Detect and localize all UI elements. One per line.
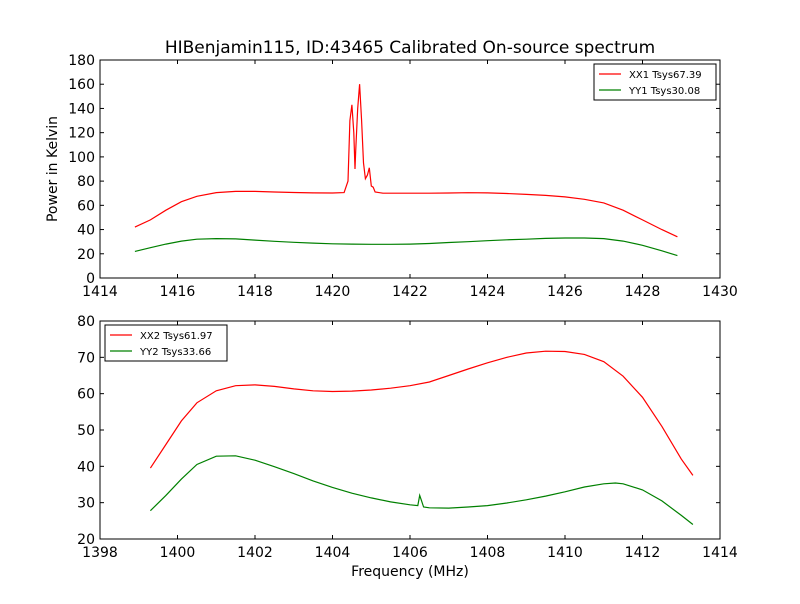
y-tick-label: 30 [77,496,95,512]
y-tick-label: 70 [77,350,95,366]
x-tick-label: 1398 [82,545,118,561]
legend-label: YY1 Tsys30.08 [628,86,700,97]
y-tick-label: 20 [77,247,95,263]
y-tick-label: 0 [86,271,95,287]
legend-label: XX2 Tsys61.97 [140,331,213,342]
legend-label: YY2 Tsys33.66 [139,347,211,358]
series-line-2 [149,455,694,525]
legend-box [104,324,228,362]
x-tick-label: 1428 [625,284,661,300]
y-tick-label: 20 [77,532,95,548]
plot-2: 1398 1400 1402 1404 1406 1408 1410 1412 1414 20 30… [77,314,738,561]
y-tick-label: 180 [68,53,95,69]
legend: XX2 Tsys61.97 YY2 Tsys33.66 [104,324,228,362]
x-tick-label: 1412 [625,545,661,561]
series-line-2 [134,237,678,257]
x-tick-label: 1422 [392,284,428,300]
x-tick-label: 1420 [315,284,351,300]
x-tick-label: 1400 [160,545,196,561]
y-tick-label: 100 [68,150,95,166]
x-tick-label: 1406 [392,545,428,561]
y-axis-label: Power in Kelvin [45,116,61,222]
y-tick-label: 50 [77,423,95,439]
legend-label: XX1 Tsys67.39 [629,70,702,81]
legend-box [593,63,717,101]
y-tick-label: 60 [77,387,95,403]
x-tick-label: 1414 [82,284,118,300]
series-line-1 [149,350,694,476]
y-tick-label: 60 [77,198,95,214]
y-tick-label: 80 [77,174,95,190]
x-tick-label: 1430 [702,284,738,300]
x-axis-label: Frequency (MHz) [351,564,469,580]
y-tick-label: 40 [77,223,95,239]
x-tick-label: 1414 [702,545,738,561]
legend: XX1 Tsys67.39 YY1 Tsys30.08 [593,63,717,101]
x-tick-label: 1424 [470,284,506,300]
plot-1: 1414 1416 1418 1420 1422 1424 1426 1428 1430 0 20 4… [68,53,738,300]
y-tick-label: 80 [77,314,95,330]
y-tick-label: 120 [68,126,95,142]
x-tick-label: 1402 [237,545,273,561]
chart-title: HIBenjamin115, ID:43465 Calibrated On-so… [165,38,655,58]
x-tick-label: 1426 [547,284,583,300]
y-tick-label: 160 [68,77,95,93]
x-tick-label: 1416 [160,284,196,300]
x-tick-label: 1410 [547,545,583,561]
x-tick-label: 1418 [237,284,273,300]
x-tick-label: 1404 [315,545,351,561]
series-line-1 [134,84,678,238]
y-tick-label: 40 [77,459,95,475]
y-tick-label: 140 [68,101,95,117]
x-tick-label: 1408 [470,545,506,561]
